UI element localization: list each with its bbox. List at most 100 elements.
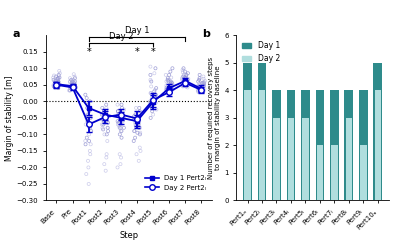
Point (55, 80, 62, 84)
Point (82, 93, 89, 97)
Point (131, 129, 138, 133)
Point (101, 119, 107, 123)
Point (183, 85, 189, 88)
Bar (331, 145, 337, 200)
Point (103, 103, 110, 107)
Point (68, 78, 74, 82)
Bar (301, 90, 310, 200)
Bar (287, 90, 295, 200)
Point (179, 78, 185, 82)
Point (118, 136, 125, 140)
Bar (345, 90, 353, 200)
Point (168, 86, 174, 90)
Point (84, 113, 90, 116)
Point (195, 85, 202, 88)
Point (180, 70, 186, 74)
Point (116, 126, 123, 130)
Point (69, 83, 75, 87)
Point (102, 121, 108, 125)
Point (195, 83, 202, 87)
Point (195, 88, 201, 92)
Point (197, 88, 204, 92)
Point (51, 74, 57, 78)
Point (165, 79, 172, 83)
Bar (374, 90, 381, 200)
Point (168, 79, 174, 83)
Text: Day 1: Day 1 (125, 26, 149, 35)
Point (69, 79, 75, 83)
Point (201, 80, 208, 84)
Point (137, 149, 144, 153)
Point (150, 113, 156, 116)
Point (115, 122, 121, 126)
Point (150, 98, 156, 102)
Point (117, 132, 123, 136)
Point (169, 66, 175, 70)
Point (118, 122, 124, 126)
Point (55, 83, 62, 87)
Point (71, 72, 77, 76)
Point (148, 85, 154, 88)
Point (153, 86, 159, 90)
Point (99, 126, 106, 130)
Point (200, 77, 207, 81)
Point (56, 69, 62, 73)
Point (184, 80, 191, 84)
Point (67, 86, 73, 90)
Point (153, 93, 159, 97)
Point (86, 132, 92, 136)
Point (103, 106, 110, 110)
Point (56, 76, 62, 80)
Point (163, 88, 169, 92)
Point (69, 82, 75, 86)
Point (133, 152, 140, 156)
Point (83, 96, 90, 100)
Point (170, 88, 176, 92)
Point (114, 103, 121, 107)
Point (56, 76, 63, 79)
Point (50, 76, 56, 79)
Bar (360, 145, 366, 200)
Point (87, 126, 93, 130)
Point (102, 169, 109, 173)
Point (114, 165, 121, 169)
Point (55, 85, 62, 88)
Point (148, 106, 155, 110)
Point (118, 111, 125, 115)
Point (71, 82, 78, 86)
Point (71, 81, 77, 85)
Point (103, 109, 109, 113)
Point (196, 78, 202, 82)
Point (71, 81, 77, 85)
Point (201, 87, 208, 91)
Point (66, 88, 72, 92)
Point (147, 91, 154, 95)
Point (197, 76, 203, 80)
Point (118, 156, 124, 159)
Point (181, 73, 187, 77)
Bar (272, 90, 281, 200)
Point (85, 159, 91, 163)
Point (51, 79, 58, 83)
Point (105, 129, 111, 133)
Point (132, 121, 139, 125)
Point (200, 81, 206, 85)
Point (134, 116, 140, 120)
Point (199, 81, 205, 85)
Point (71, 75, 78, 78)
Point (131, 139, 137, 143)
Point (181, 78, 188, 82)
Point (118, 129, 124, 133)
Point (87, 142, 94, 146)
Point (164, 78, 171, 82)
Point (56, 73, 62, 77)
Text: a: a (12, 29, 20, 39)
Point (184, 82, 191, 86)
Point (53, 81, 59, 85)
Point (102, 116, 109, 120)
Point (153, 108, 160, 112)
Point (201, 84, 207, 87)
Point (135, 122, 142, 126)
Point (168, 81, 174, 85)
Point (136, 119, 143, 123)
